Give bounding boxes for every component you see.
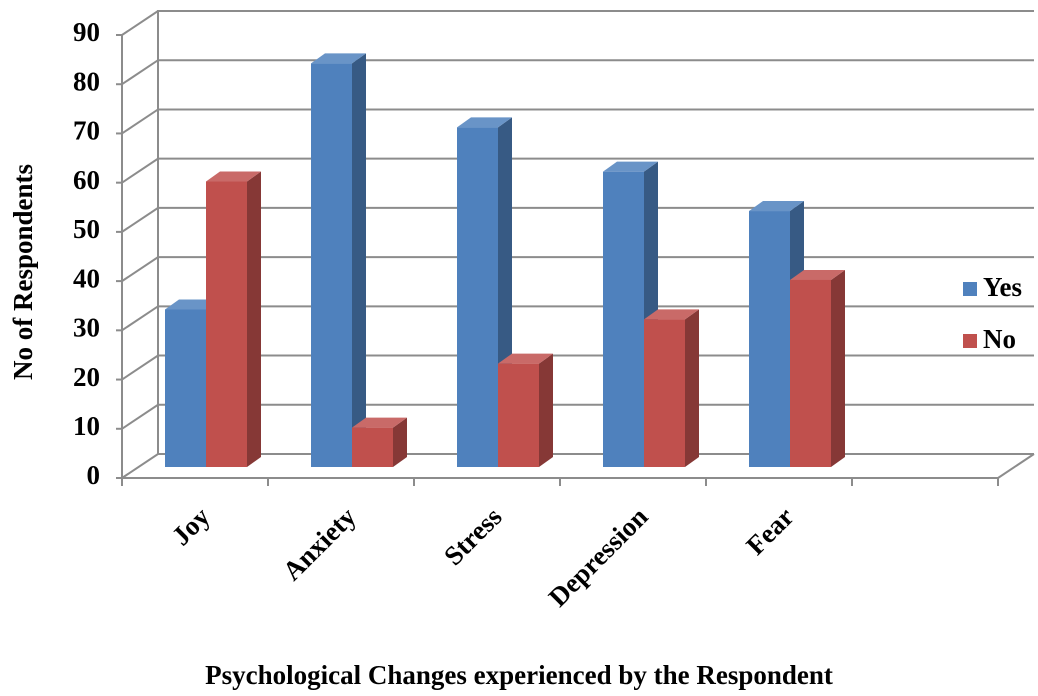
bar — [498, 353, 553, 467]
y-tick-label: 10 — [73, 411, 100, 441]
bar-side — [393, 417, 407, 467]
bar-top — [603, 161, 658, 172]
bar-side — [539, 353, 553, 467]
bar — [206, 171, 261, 467]
grid-line — [121, 157, 1034, 184]
grid-line — [121, 206, 1034, 233]
grid-line — [121, 354, 1034, 381]
y-tick-label: 20 — [73, 362, 100, 392]
bar-front — [206, 181, 247, 467]
grid-line — [121, 403, 1034, 430]
bar — [311, 53, 366, 467]
x-tick-label: Stress — [438, 501, 508, 571]
grid-line — [121, 453, 1034, 479]
bar — [644, 309, 699, 467]
bar-front — [457, 127, 498, 467]
bar-top — [352, 417, 407, 428]
bar-top — [790, 269, 845, 280]
y-axis-title: No of Respondents — [8, 164, 38, 380]
legend-swatch — [963, 282, 977, 296]
x-tick-label: Joy — [166, 501, 216, 551]
x-tick-label: Anxiety — [277, 501, 362, 586]
bar-top — [749, 201, 804, 212]
bar-front — [498, 363, 539, 467]
y-tick-label: 30 — [73, 313, 100, 343]
bar-top — [498, 353, 553, 364]
y-tick-label: 0 — [87, 460, 101, 490]
x-tick-label: Fear — [740, 501, 799, 560]
bar-front — [790, 279, 831, 467]
bar-top — [311, 53, 366, 64]
y-tick-label: 80 — [73, 66, 100, 96]
bar-side — [831, 269, 845, 467]
legend-label: Yes — [983, 272, 1022, 302]
bar-side — [685, 309, 699, 467]
bar-side — [352, 53, 366, 467]
y-tick-label: 90 — [73, 17, 100, 47]
x-tick-label: Depression — [543, 501, 654, 612]
grid-line — [121, 59, 1034, 86]
x-axis-title: Psychological Changes experienced by the… — [205, 660, 833, 690]
grid-line — [121, 256, 1034, 282]
bar-front — [644, 319, 685, 467]
bar — [352, 417, 407, 467]
grid-line — [121, 305, 1034, 332]
y-tick-label: 40 — [73, 263, 100, 293]
grid-line — [121, 10, 1034, 36]
bar-side — [247, 171, 261, 467]
bar-top — [206, 171, 261, 182]
bar-front — [165, 309, 206, 467]
y-tick-label: 60 — [73, 165, 100, 195]
y-tick-label: 50 — [73, 214, 100, 244]
legend-label: No — [983, 324, 1016, 354]
bar-front — [603, 171, 644, 467]
bar-front — [311, 63, 352, 467]
bar-front — [749, 211, 790, 467]
bar-top — [457, 117, 512, 128]
bar-top — [644, 309, 699, 320]
bar — [790, 269, 845, 467]
floor-right-edge — [997, 453, 1035, 479]
bar-front — [352, 427, 393, 467]
grid-line — [121, 108, 1034, 135]
y-tick-label: 70 — [73, 116, 100, 146]
legend-swatch — [963, 334, 977, 348]
